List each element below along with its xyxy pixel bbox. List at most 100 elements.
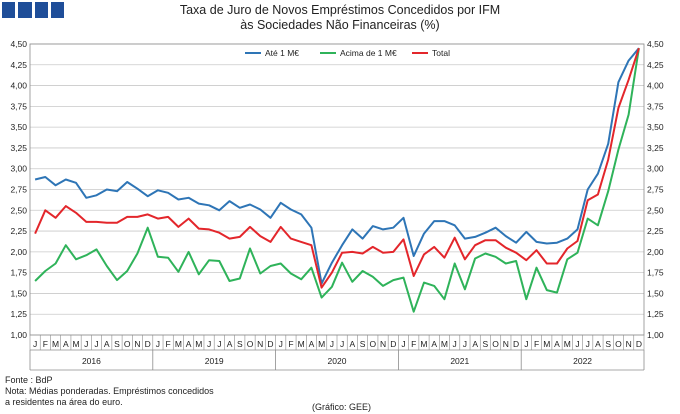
month-label: A [227,339,233,349]
y-tick-label-right: 2,25 [647,226,664,236]
legend-label: Total [432,48,450,58]
chart-title-line2: às Sociedades Não Financeiras (%) [240,18,440,32]
month-label: J [586,339,590,349]
legend-label: Acima de 1 M€ [340,48,397,58]
month-label: F [43,339,48,349]
legend-label: Até 1 M€ [265,48,299,58]
month-label: J [279,339,283,349]
y-tick-label-left: 4,00 [10,81,27,91]
y-tick-label-right: 1,00 [647,330,664,340]
y-tick-label-left: 1,25 [10,309,27,319]
y-tick-label-right: 4,00 [647,81,664,91]
month-label: J [463,339,467,349]
month-label: D [145,339,151,349]
month-label: J [401,339,405,349]
y-tick-label-right: 3,75 [647,101,664,111]
month-label: A [472,339,478,349]
year-label: 2020 [328,356,347,366]
month-label: J [156,339,160,349]
month-label: S [605,339,611,349]
month-label: A [595,339,601,349]
chart-credit: (Gráfico: GEE) [312,402,372,412]
footnote-line2: a residentes na área do euro. [5,397,123,407]
month-label: M [564,339,571,349]
month-label: J [575,339,579,349]
year-label: 2016 [82,356,101,366]
month-label: N [257,339,263,349]
month-label: J [330,339,334,349]
year-label: 2021 [450,356,469,366]
y-tick-label-right: 4,25 [647,60,664,70]
month-label: M [298,339,305,349]
y-tick-label-left: 1,00 [10,330,27,340]
month-label: J [217,339,221,349]
y-tick-label-left: 2,25 [10,226,27,236]
y-tick-label-left: 2,00 [10,247,27,257]
gee-logo [2,2,64,18]
month-label: M [52,339,59,349]
month-label: M [73,339,80,349]
month-label: M [175,339,182,349]
series-line-1 [34,48,640,313]
month-label: F [411,339,416,349]
month-label: S [360,339,366,349]
y-tick-label-right: 1,50 [647,288,664,298]
y-tick-label-left: 3,00 [10,164,27,174]
month-label: S [237,339,243,349]
month-label: N [626,339,632,349]
y-tick-label-right: 4,50 [647,39,664,49]
year-label: 2022 [573,356,592,366]
month-label: J [94,339,98,349]
y-tick-label-left: 3,75 [10,101,27,111]
y-tick-label-right: 3,50 [647,122,664,132]
month-label: A [104,339,110,349]
month-label: A [63,339,69,349]
y-tick-label-right: 3,25 [647,143,664,153]
month-label: S [114,339,120,349]
month-label: M [441,339,448,349]
month-label: N [380,339,386,349]
y-tick-label-left: 3,25 [10,143,27,153]
month-label: O [247,339,254,349]
month-label: F [288,339,293,349]
y-tick-label-left: 3,50 [10,122,27,132]
source-note: Fonte : BdP [5,375,53,385]
month-label: D [513,339,519,349]
month-label: J [33,339,37,349]
month-label: F [166,339,171,349]
month-label: J [84,339,88,349]
month-label: D [636,339,642,349]
series-line-0 [34,47,640,285]
month-label: A [186,339,192,349]
month-label: A [554,339,560,349]
month-label: M [195,339,202,349]
y-tick-label-left: 2,75 [10,185,27,195]
month-label: O [124,339,131,349]
month-label: O [370,339,377,349]
month-label: D [390,339,396,349]
month-label: D [267,339,273,349]
y-tick-label-left: 1,75 [10,268,27,278]
month-label: A [350,339,356,349]
month-label: J [524,339,528,349]
y-tick-label-right: 2,75 [647,185,664,195]
footnote-line1: Nota: Médias ponderadas. Empréstimos con… [5,386,214,396]
month-label: A [309,339,315,349]
y-tick-label-left: 1,50 [10,288,27,298]
y-tick-label-left: 2,50 [10,205,27,215]
y-tick-label-right: 2,50 [647,205,664,215]
series-line-2 [34,47,640,289]
month-label: O [492,339,499,349]
y-tick-label-right: 1,25 [647,309,664,319]
y-tick-label-right: 3,00 [647,164,664,174]
month-label: J [207,339,211,349]
month-label: A [431,339,437,349]
year-label: 2019 [205,356,224,366]
month-label: F [534,339,539,349]
y-tick-label-right: 1,75 [647,268,664,278]
month-label: O [615,339,622,349]
chart-title-line1: Taxa de Juro de Novos Empréstimos Conced… [179,3,501,17]
month-label: S [483,339,489,349]
month-label: J [453,339,457,349]
